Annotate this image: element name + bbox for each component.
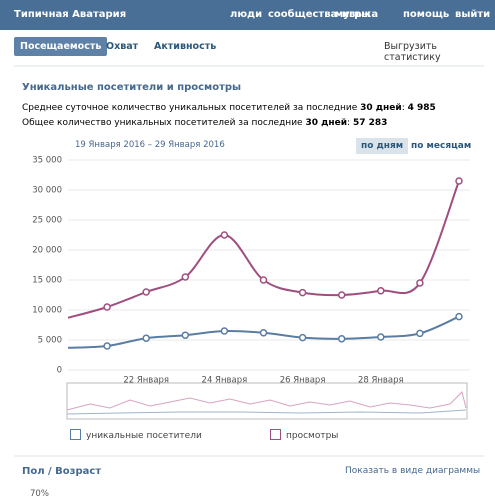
point (259, 329, 268, 337)
y-tick-label: 25 000 (32, 216, 62, 226)
point (181, 273, 190, 281)
point (181, 331, 190, 339)
point (142, 334, 150, 342)
stat-line: Общее количество уникальных посетителей … (22, 118, 388, 128)
axis-label: 70% (30, 489, 49, 499)
date-range: 19 Января 2016 – 29 Января 2016 (75, 140, 225, 150)
nav-link[interactable]: выйти (455, 9, 491, 20)
toggle-link[interactable]: Показать в виде диаграммы (345, 466, 481, 476)
x-tick-label: 22 Января (123, 376, 169, 386)
export-link[interactable]: Выгрузить статистику (384, 41, 441, 63)
point (416, 279, 424, 287)
x-tick-label: 24 Января (202, 376, 248, 386)
stat-line: Среднее суточное количество уникальных п… (22, 103, 436, 113)
point (455, 177, 463, 185)
tab[interactable]: Посещаемость (14, 37, 108, 56)
point (103, 342, 111, 350)
period-button[interactable]: по дням (356, 138, 409, 154)
text: Общее количество уникальных посетителей … (22, 118, 303, 128)
checkbox[interactable] (70, 429, 81, 440)
text: Среднее суточное количество уникальных п… (22, 103, 358, 113)
x-tick-label: 26 Января (280, 376, 326, 386)
point (259, 276, 268, 284)
y-tick-label: 30 000 (32, 186, 62, 196)
point (298, 288, 307, 297)
checkbox[interactable] (270, 429, 281, 440)
y-tick-label: 15 000 (32, 276, 62, 286)
point (377, 333, 385, 341)
nav-link[interactable]: люди (230, 9, 263, 20)
point (220, 231, 229, 239)
legend-label: просмотры (286, 431, 339, 441)
legend-item[interactable]: уникальные посетители (70, 429, 202, 441)
tab[interactable]: Охват (106, 41, 139, 52)
y-tick-label: 5 000 (38, 336, 62, 346)
x-tick-label: 28 Января (358, 376, 404, 386)
overview-line (66, 409, 467, 415)
nav-link[interactable]: музыка (335, 9, 379, 20)
point (455, 312, 463, 321)
point (377, 287, 385, 295)
point (337, 291, 346, 299)
series-line (67, 315, 460, 349)
tab[interactable]: Активность (154, 41, 217, 52)
point (220, 327, 229, 335)
tabs: Посещаемость Охват Активность Выгрузить … (14, 36, 484, 63)
y-tick-label: 0 (57, 366, 62, 376)
section-title: Пол / Возраст (22, 466, 102, 477)
overview-line (66, 391, 467, 411)
value: 4 985 (407, 103, 436, 113)
y-tick-label: 10 000 (32, 306, 62, 316)
point (142, 288, 150, 296)
legend-label: уникальные посетители (86, 431, 202, 441)
text: 30 дней (305, 118, 348, 128)
top-bar: Типичная Аватария люди сообщества игры м… (0, 0, 495, 30)
point (103, 303, 111, 311)
series-line (67, 180, 460, 319)
text: 30 дней (360, 103, 402, 113)
nav-link[interactable]: игры (342, 9, 371, 20)
back-link[interactable]: Типичная Аватария (14, 9, 127, 20)
nav-link[interactable]: помощь (403, 9, 450, 20)
legend-item[interactable]: просмотры (270, 429, 338, 441)
point (298, 333, 307, 342)
y-tick-label: 20 000 (32, 246, 62, 256)
point (416, 329, 424, 338)
nav-link[interactable]: сообщества (268, 9, 338, 20)
y-tick-label: 35 000 (32, 156, 62, 166)
value: 57 283 (352, 118, 388, 128)
section-title: Уникальные посетители и просмотры (22, 82, 242, 93)
period-button[interactable]: по месяцам (411, 141, 472, 151)
overview (66, 382, 468, 420)
point (337, 335, 346, 343)
